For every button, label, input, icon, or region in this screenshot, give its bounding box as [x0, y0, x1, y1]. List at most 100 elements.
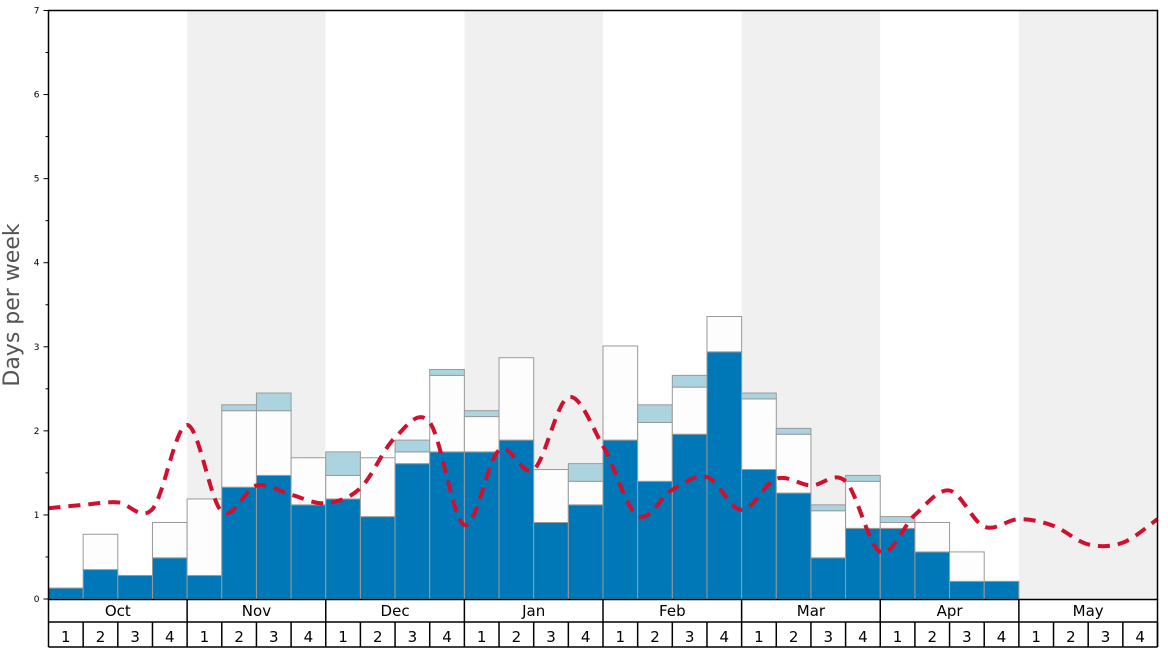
week-label: 3 [1101, 628, 1111, 646]
y-axis: 0 1 2 3 4 5 6 7 [34, 7, 49, 605]
bar-segment [671, 386, 708, 435]
bar-segment [949, 551, 985, 582]
bar-segment [879, 516, 916, 523]
bar-segment [394, 451, 431, 465]
bar-segment [706, 351, 743, 600]
bar-segment [949, 580, 985, 600]
trend-line-path [48, 395, 1159, 555]
bar-segment [463, 410, 500, 418]
x-axis: Oct Nov Dec Jan Feb Mar Apr May 1 2 3 4 1 2 3 4 1 2 3 4 1 2 3 4… [47, 599, 1159, 648]
y-tick-label: 5 [34, 175, 40, 185]
week-label: 1 [1031, 628, 1041, 646]
bar-segment [602, 345, 639, 441]
week-label: 4 [997, 628, 1007, 646]
bar-segment [810, 510, 847, 559]
bar-segment [567, 480, 604, 506]
bar-segment [914, 551, 951, 600]
bar-segment [255, 474, 292, 600]
bar-segment [498, 357, 535, 441]
bar-segment [775, 492, 812, 600]
week-label: 1 [338, 628, 348, 646]
bar-segment [671, 374, 708, 388]
bar-segment [221, 486, 257, 600]
bar-segment [394, 463, 431, 600]
week-label: 4 [165, 628, 175, 646]
bar-segment [325, 474, 361, 500]
month-band-oct [48, 10, 188, 599]
week-label: 3 [546, 628, 556, 646]
bar-segment [359, 457, 396, 518]
bar-segment [567, 504, 604, 600]
week-label: 1 [754, 628, 764, 646]
month-label: Jan [521, 602, 545, 620]
trend-line [48, 395, 1159, 555]
bar-segment [117, 574, 153, 600]
month-label: Nov [242, 602, 271, 620]
month-label: Dec [381, 602, 410, 620]
week-label: 2 [96, 628, 106, 646]
week-label: 2 [234, 628, 244, 646]
bar-segment [637, 404, 673, 423]
bar-segment [567, 463, 604, 482]
bar-segment [151, 557, 188, 600]
bar-segment [706, 316, 743, 353]
month-label: May [1073, 602, 1104, 620]
week-label: 2 [373, 628, 383, 646]
bar-segment [463, 416, 500, 453]
week-label: 2 [789, 628, 799, 646]
bar-segment [151, 521, 188, 559]
bar-segment [221, 410, 257, 488]
week-label: 2 [1066, 628, 1076, 646]
week-label: 4 [581, 628, 591, 646]
y-tick-label: 3 [34, 343, 40, 353]
bar-segment [48, 587, 84, 600]
week-label: 3 [269, 628, 279, 646]
y-tick-label: 6 [34, 91, 40, 101]
week-label: 1 [477, 628, 487, 646]
bar-segment [741, 398, 777, 471]
month-label: Apr [937, 602, 964, 620]
bar-segment [741, 469, 777, 600]
bar-segment [429, 374, 465, 453]
bar-segment [533, 521, 569, 600]
bar-segment [775, 427, 812, 435]
week-label: 4 [304, 628, 314, 646]
y-tick-label: 7 [34, 7, 40, 17]
week-label: 3 [408, 628, 418, 646]
bar-segment [394, 439, 431, 453]
week-label: 2 [650, 628, 660, 646]
bar-segment [255, 392, 292, 412]
y-tick-label: 0 [34, 595, 40, 605]
bar-segment [255, 410, 292, 476]
week-label: 2 [512, 628, 522, 646]
bar-segment [845, 474, 881, 482]
month-label: Oct [105, 602, 131, 620]
week-label: 1 [200, 628, 210, 646]
y-tick-label: 4 [34, 259, 40, 269]
week-label: 3 [685, 628, 695, 646]
month-label: Feb [659, 602, 686, 620]
week-label: 4 [442, 628, 452, 646]
week-label: 1 [61, 628, 71, 646]
bar-segment [810, 557, 847, 600]
bar-segment [845, 480, 881, 529]
bar-segment [186, 498, 223, 576]
bar-segment [429, 451, 465, 600]
week-label: 4 [720, 628, 730, 646]
bar-segment [82, 533, 119, 571]
bar-segment [325, 498, 361, 600]
bar-segment [637, 421, 673, 482]
bar-segment [983, 580, 1020, 600]
bar-segment [221, 404, 257, 412]
bar-segment [359, 516, 396, 600]
bar-segment [463, 451, 500, 600]
week-label: 4 [858, 628, 868, 646]
bar-segment [533, 469, 569, 523]
y-tick-label: 1 [34, 511, 40, 521]
bar-segment [186, 574, 223, 600]
bar-segment [602, 439, 639, 600]
week-label: 3 [962, 628, 972, 646]
bar-segment [845, 527, 881, 600]
bar-segment [914, 521, 951, 553]
